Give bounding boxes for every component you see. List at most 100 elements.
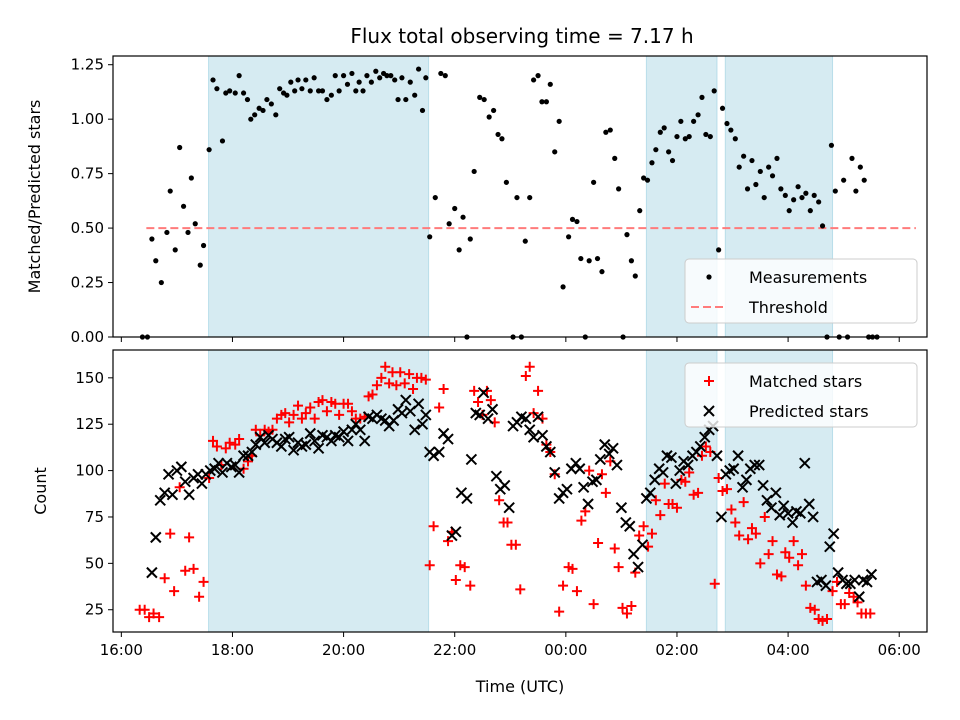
predicted-star-marker	[409, 424, 421, 436]
predicted-star-marker	[400, 394, 412, 406]
matched-star-marker	[567, 563, 578, 574]
measurement-point	[719, 105, 726, 111]
predicted-star-marker	[442, 433, 454, 445]
legend-label: Matched stars	[749, 372, 862, 391]
predicted-star-marker	[582, 498, 594, 510]
predicted-star-marker	[183, 489, 195, 501]
predicted-star-marker	[757, 479, 769, 492]
measurement-point	[248, 116, 254, 122]
matched-star-marker	[784, 552, 795, 563]
predicted-star-marker	[237, 450, 250, 462]
matched-star-marker	[788, 536, 799, 547]
measurement-point	[586, 258, 592, 264]
predicted-star-marker	[287, 444, 300, 456]
predicted-star-marker	[711, 450, 723, 462]
matched-star-marker	[284, 417, 295, 428]
y-tick-label: 75	[85, 508, 104, 526]
measurement-point	[769, 173, 776, 179]
matched-star-marker	[300, 408, 311, 419]
measurement-point	[499, 136, 505, 142]
predicted-star-marker	[590, 474, 603, 486]
measurement-point	[819, 223, 826, 229]
measurement-point	[303, 77, 309, 83]
measurement-point	[691, 118, 697, 124]
matched-star-marker	[234, 434, 245, 445]
predicted-star-marker	[561, 483, 573, 495]
matched-star-marker	[280, 408, 291, 419]
predicted-star-marker	[433, 446, 445, 458]
matched-star-marker	[734, 530, 745, 541]
matched-star-marker	[198, 576, 209, 587]
measurement-point	[452, 205, 458, 212]
matched-star-marker	[211, 441, 222, 452]
measurement-point	[158, 279, 164, 286]
measurement-point	[744, 186, 751, 192]
matched-star-marker	[371, 380, 382, 391]
measurement-point	[260, 107, 266, 114]
measurement-point	[599, 269, 605, 275]
predicted-star-marker	[540, 440, 553, 453]
matched-star-marker	[588, 599, 599, 610]
predicted-star-marker	[304, 427, 316, 440]
measurement-point	[782, 192, 788, 199]
measurement-point	[223, 90, 229, 96]
measurement-point	[332, 73, 338, 79]
measurement-point	[399, 75, 405, 81]
matched-star-marker	[700, 441, 711, 452]
predicted-star-marker	[465, 453, 478, 466]
matched-star-marker	[194, 591, 205, 602]
matched-star-marker	[755, 558, 766, 569]
predicted-star-marker	[627, 548, 640, 560]
matched-star-marker	[455, 560, 466, 571]
measurement-point	[210, 77, 216, 83]
matched-star-marker	[827, 586, 838, 597]
matched-star-marker	[609, 543, 620, 554]
matched-star-marker	[524, 361, 535, 372]
measurement-point	[795, 184, 801, 190]
predicted-star-marker	[611, 459, 623, 471]
predicted-star-marker	[536, 429, 549, 442]
matched-star-marker	[638, 521, 649, 532]
matched-star-marker	[809, 604, 820, 615]
measurement-point	[188, 175, 194, 181]
measurement-point	[311, 75, 317, 81]
measurement-point	[236, 73, 242, 79]
measurement-point	[292, 88, 298, 94]
matched-star-marker	[296, 413, 307, 424]
matched-star-marker	[688, 489, 699, 500]
measurement-point	[284, 92, 290, 98]
predicted-star-marker	[154, 494, 166, 506]
matched-star-marker	[796, 549, 807, 560]
measurement-point	[753, 181, 759, 188]
measurement-point	[456, 247, 462, 253]
predicted-star-marker	[827, 527, 840, 540]
measurement-point	[149, 236, 155, 242]
measurement-point	[268, 101, 274, 107]
measurement-point	[578, 255, 584, 262]
y-tick-label: 1.00	[71, 110, 104, 128]
measurement-point	[603, 129, 609, 135]
legend-x-icon	[703, 405, 715, 417]
predicted-star-marker	[258, 437, 271, 449]
predicted-star-marker	[715, 511, 728, 523]
matched-star-marker	[693, 487, 704, 498]
measurement-point	[543, 99, 549, 105]
predicted-star-marker	[574, 463, 586, 475]
measurement-point	[616, 186, 622, 192]
predicted-star-marker	[208, 463, 221, 475]
measurement-point	[569, 216, 576, 222]
predicted-star-marker	[337, 425, 350, 438]
matched-star-marker	[184, 532, 195, 543]
measurement-point	[657, 129, 663, 135]
measurement-point	[256, 105, 262, 111]
measurement-point	[364, 73, 370, 79]
predicted-star-marker	[607, 442, 619, 455]
measurement-point	[167, 188, 173, 194]
predicted-star-marker	[740, 474, 753, 486]
measurement-point	[264, 96, 270, 103]
matched-star-marker	[549, 469, 560, 480]
matched-star-marker	[334, 409, 345, 420]
predicted-star-marker	[761, 494, 773, 506]
measurement-point	[353, 88, 359, 94]
measurement-point	[547, 81, 553, 87]
